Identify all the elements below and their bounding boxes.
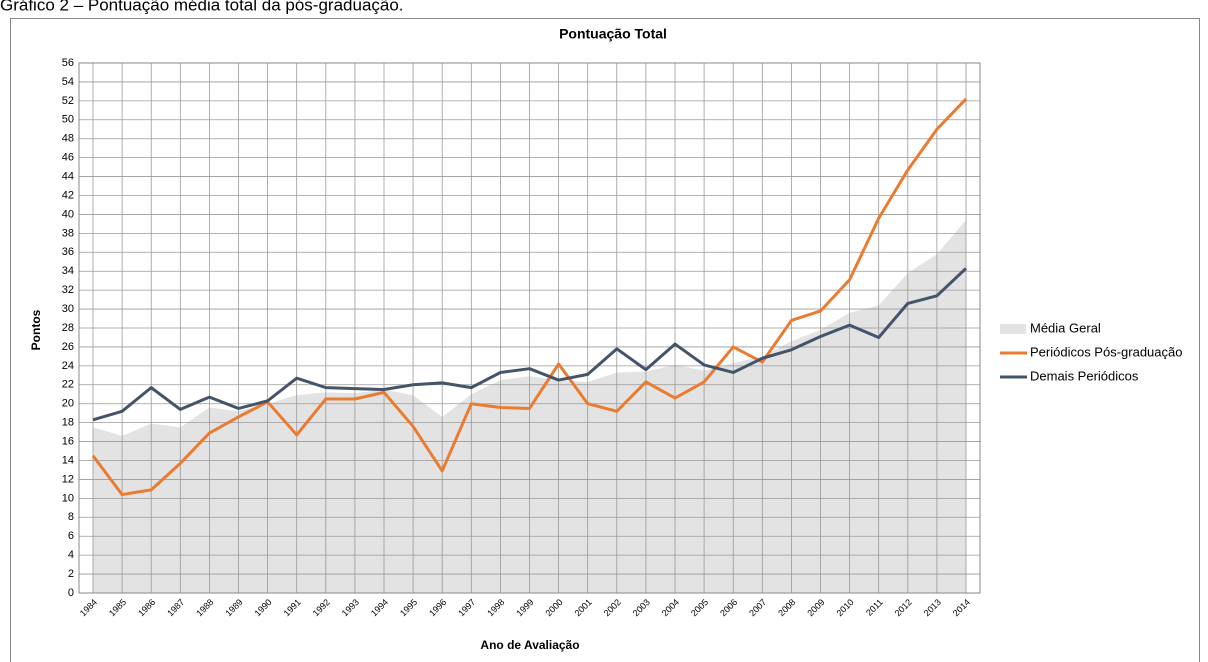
y-tick-label: 4 — [68, 549, 74, 561]
y-tick-label: 32 — [62, 284, 74, 296]
x-tick-label: 1985 — [107, 597, 128, 618]
y-tick-label: 54 — [62, 76, 74, 88]
y-tick-label: 26 — [62, 341, 74, 353]
y-tick-label: 30 — [62, 303, 74, 315]
y-tick-label: 52 — [62, 95, 74, 107]
x-tick-label: 2012 — [893, 597, 914, 618]
x-tick-label: 2005 — [689, 597, 710, 618]
x-tick-label: 2004 — [660, 597, 681, 618]
y-tick-label: 14 — [62, 454, 74, 466]
x-tick-label: 2011 — [864, 597, 885, 618]
x-tick-label: 2008 — [776, 597, 797, 618]
x-tick-label: 2009 — [805, 597, 826, 618]
x-tick-label: 2010 — [834, 597, 855, 618]
x-tick-label: 1996 — [427, 597, 448, 618]
y-tick-label: 2 — [68, 568, 74, 580]
chart-frame — [10, 18, 1200, 662]
y-tick-label: 50 — [62, 114, 74, 126]
y-tick-label: 38 — [62, 227, 74, 239]
y-tick-label: 48 — [62, 133, 74, 145]
x-tick-label: 1992 — [311, 597, 332, 618]
y-axis-label: Pontos — [29, 309, 43, 350]
y-tick-label: 34 — [62, 265, 74, 277]
y-tick-label: 8 — [68, 511, 74, 523]
x-tick-label: 2003 — [631, 597, 652, 618]
x-tick-label: 2000 — [543, 597, 564, 618]
line — [92, 267, 968, 422]
y-tick-label: 36 — [62, 246, 74, 258]
y-tick-label: 20 — [62, 398, 74, 410]
x-tick-label: 2013 — [922, 597, 943, 618]
x-tick-label: 1999 — [514, 597, 535, 618]
y-tick-label: 22 — [62, 379, 74, 391]
y-tick-label: 6 — [68, 530, 74, 542]
plot-border — [78, 62, 981, 594]
legend-label: Periódicos Pós-graduação — [1030, 344, 1182, 359]
y-tick-label: 10 — [62, 492, 74, 504]
y-tick-label: 28 — [62, 322, 74, 334]
x-tick-label: 1989 — [223, 597, 244, 618]
x-tick-label: 2006 — [718, 597, 739, 618]
legend-label: Média Geral — [1030, 320, 1101, 335]
y-tick-label: 18 — [62, 417, 74, 429]
x-tick-label: 1997 — [456, 597, 477, 618]
caption: Gráfico 2 – Pontuação média total da pós… — [0, 0, 404, 14]
y-tick-label: 12 — [62, 473, 74, 485]
y-tick-label: 42 — [62, 189, 74, 201]
x-tick-label: 2014 — [951, 597, 972, 618]
y-tick-label: 56 — [62, 57, 74, 69]
x-tick-label: 1994 — [369, 597, 390, 618]
y-tick-label: 46 — [62, 152, 74, 164]
x-tick-label: 2002 — [602, 597, 623, 618]
x-tick-label: 1998 — [485, 597, 506, 618]
x-tick-label: 1995 — [398, 597, 419, 618]
y-tick-label: 40 — [62, 208, 74, 220]
x-tick-label: 2007 — [747, 597, 768, 618]
x-tick-label: 1986 — [136, 597, 157, 618]
y-tick-label: 44 — [62, 170, 74, 182]
line — [91, 97, 968, 497]
y-tick-label: 0 — [68, 587, 74, 599]
x-tick-label: 1993 — [340, 597, 361, 618]
x-tick-label: 1990 — [252, 597, 273, 618]
y-tick-label: 16 — [62, 435, 74, 447]
x-axis-label: Ano de Avaliação — [480, 638, 579, 652]
x-tick-label: 1987 — [165, 597, 186, 618]
legend-swatch — [1000, 324, 1026, 334]
x-tick-label: 2001 — [573, 597, 594, 618]
legend-label: Demais Periódicos — [1030, 368, 1139, 383]
chart-title: Pontuação Total — [559, 26, 667, 42]
x-tick-label: 1988 — [194, 597, 215, 618]
y-tick-label: 24 — [62, 360, 74, 372]
x-tick-label: 1984 — [78, 597, 99, 618]
x-tick-label: 1991 — [282, 597, 303, 618]
